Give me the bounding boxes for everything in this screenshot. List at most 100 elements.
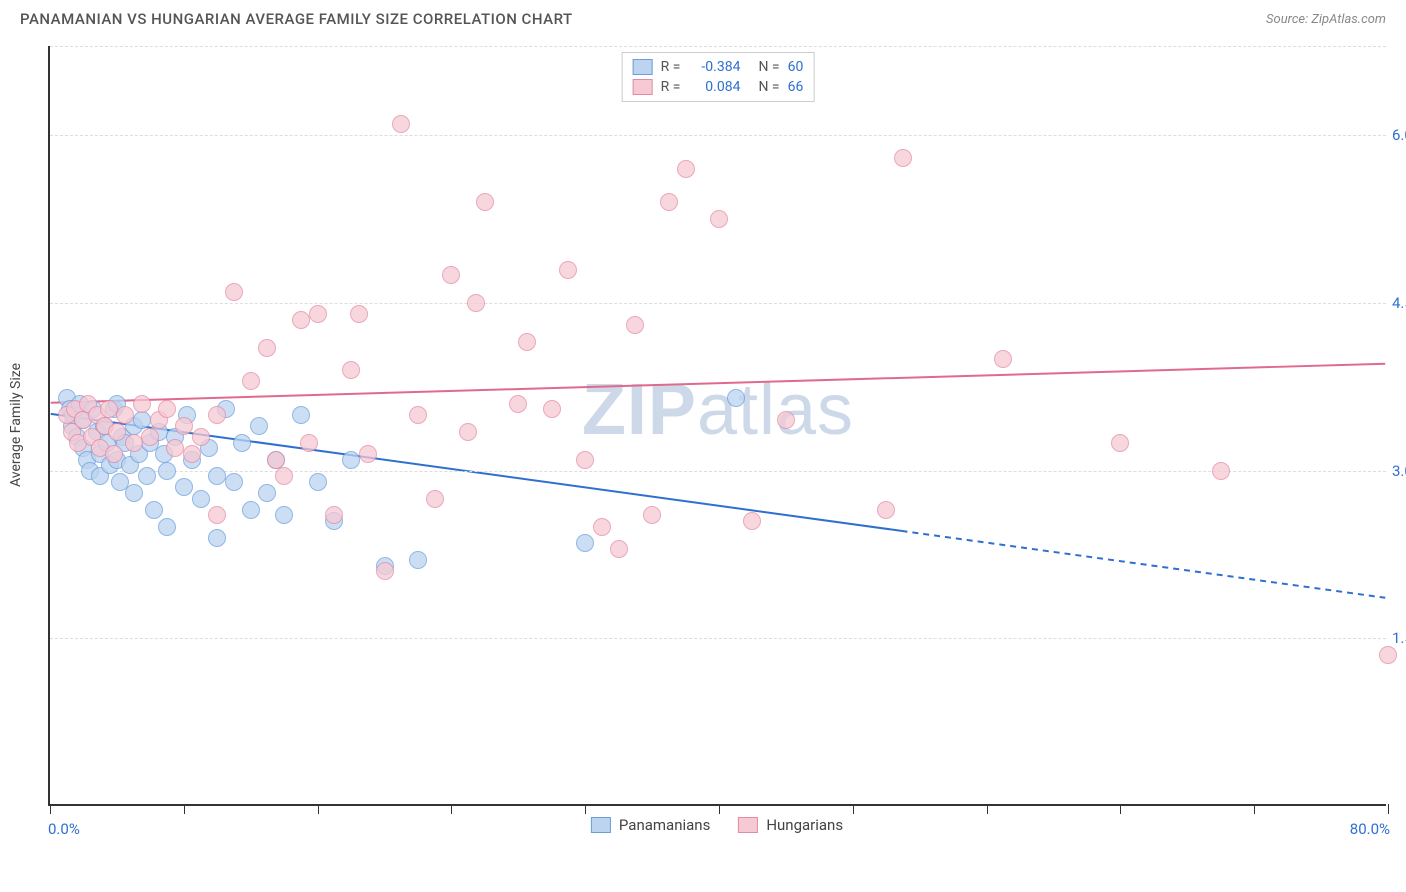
scatter-point <box>166 439 184 457</box>
scatter-point <box>108 423 126 441</box>
scatter-point <box>258 339 276 357</box>
legend-N-value: 60 <box>788 59 804 75</box>
x-tick <box>50 804 51 814</box>
scatter-point <box>225 473 243 491</box>
x-tick <box>987 804 988 814</box>
scatter-point <box>158 518 176 536</box>
gridline-h <box>50 638 1386 639</box>
scatter-point <box>208 506 226 524</box>
scatter-point <box>727 389 745 407</box>
scatter-point <box>158 400 176 418</box>
scatter-point <box>409 406 427 424</box>
scatter-point <box>426 490 444 508</box>
scatter-point <box>643 506 661 524</box>
legend-N-label: N = <box>758 59 779 75</box>
scatter-point <box>208 406 226 424</box>
scatter-point <box>467 294 485 312</box>
y-tick-label: 4.50 <box>1392 294 1406 312</box>
scatter-point <box>275 506 293 524</box>
scatter-point <box>275 467 293 485</box>
chart-title: PANAMANIAN VS HUNGARIAN AVERAGE FAMILY S… <box>20 10 573 28</box>
scatter-point <box>994 350 1012 368</box>
legend-series: Panamanians Hungarians <box>591 816 843 834</box>
scatter-point <box>133 411 151 429</box>
scatter-point <box>233 434 251 452</box>
scatter-point <box>342 451 360 469</box>
scatter-point <box>250 417 268 435</box>
x-tick <box>1120 804 1121 814</box>
scatter-point <box>442 266 460 284</box>
scatter-point <box>125 434 143 452</box>
scatter-point <box>576 451 594 469</box>
scatter-point <box>543 400 561 418</box>
scatter-point <box>342 361 360 379</box>
chart-header: PANAMANIAN VS HUNGARIAN AVERAGE FAMILY S… <box>0 0 1406 34</box>
scatter-point <box>309 305 327 323</box>
scatter-point <box>141 428 159 446</box>
x-tick <box>1388 804 1389 814</box>
scatter-point <box>292 406 310 424</box>
scatter-point <box>133 395 151 413</box>
scatter-point <box>593 518 611 536</box>
scatter-point <box>116 406 134 424</box>
y-axis-title: Average Family Size <box>8 363 24 487</box>
scatter-point <box>192 490 210 508</box>
scatter-point <box>325 506 343 524</box>
gridline-h <box>50 135 1386 136</box>
scatter-point <box>409 551 427 569</box>
scatter-point <box>710 210 728 228</box>
scatter-point <box>145 501 163 519</box>
legend-series-item: Hungarians <box>738 816 843 834</box>
gridline-h <box>50 46 1386 47</box>
gridline-h <box>50 303 1386 304</box>
y-tick-label: 6.00 <box>1392 126 1406 144</box>
legend-N-value: 66 <box>788 79 804 95</box>
scatter-point <box>309 473 327 491</box>
x-tick <box>585 804 586 814</box>
scatter-point <box>660 193 678 211</box>
scatter-point <box>626 316 644 334</box>
scatter-point <box>175 478 193 496</box>
legend-R-value: -0.384 <box>688 59 740 75</box>
scatter-point <box>1212 462 1230 480</box>
scatter-point <box>518 333 536 351</box>
scatter-point <box>359 445 377 463</box>
legend-swatch <box>591 817 611 833</box>
x-tick <box>318 804 319 814</box>
scatter-point <box>576 534 594 552</box>
scatter-point <box>183 445 201 463</box>
plot-area: ZIPatlas Average Family Size R =-0.384N … <box>48 46 1386 806</box>
scatter-point <box>138 467 156 485</box>
scatter-point <box>459 423 477 441</box>
scatter-point <box>1379 646 1397 664</box>
scatter-point <box>125 484 143 502</box>
legend-R-value: 0.084 <box>688 79 740 95</box>
x-tick <box>184 804 185 814</box>
scatter-point <box>509 395 527 413</box>
x-tick <box>719 804 720 814</box>
scatter-point <box>258 484 276 502</box>
scatter-point <box>476 193 494 211</box>
legend-N-label: N = <box>758 79 779 95</box>
legend-series-item: Panamanians <box>591 816 710 834</box>
scatter-point <box>100 400 118 418</box>
x-axis-min-label: 0.0% <box>48 820 80 838</box>
scatter-point <box>743 512 761 530</box>
scatter-point <box>877 501 895 519</box>
scatter-point <box>158 462 176 480</box>
scatter-point <box>1111 434 1129 452</box>
y-tick-label: 3.00 <box>1392 462 1406 480</box>
x-tick <box>853 804 854 814</box>
scatter-point <box>376 562 394 580</box>
x-tick <box>451 804 452 814</box>
scatter-point <box>208 467 226 485</box>
gridline-h <box>50 471 1386 472</box>
legend-correlation-row: R =0.084N =66 <box>633 77 804 97</box>
scatter-point <box>894 149 912 167</box>
scatter-point <box>610 540 628 558</box>
legend-correlation-row: R =-0.384N =60 <box>633 57 804 77</box>
y-tick-label: 1.50 <box>1392 629 1406 647</box>
legend-series-label: Hungarians <box>766 816 843 834</box>
chart-container: ZIPatlas Average Family Size R =-0.384N … <box>48 46 1386 836</box>
scatter-point <box>777 411 795 429</box>
